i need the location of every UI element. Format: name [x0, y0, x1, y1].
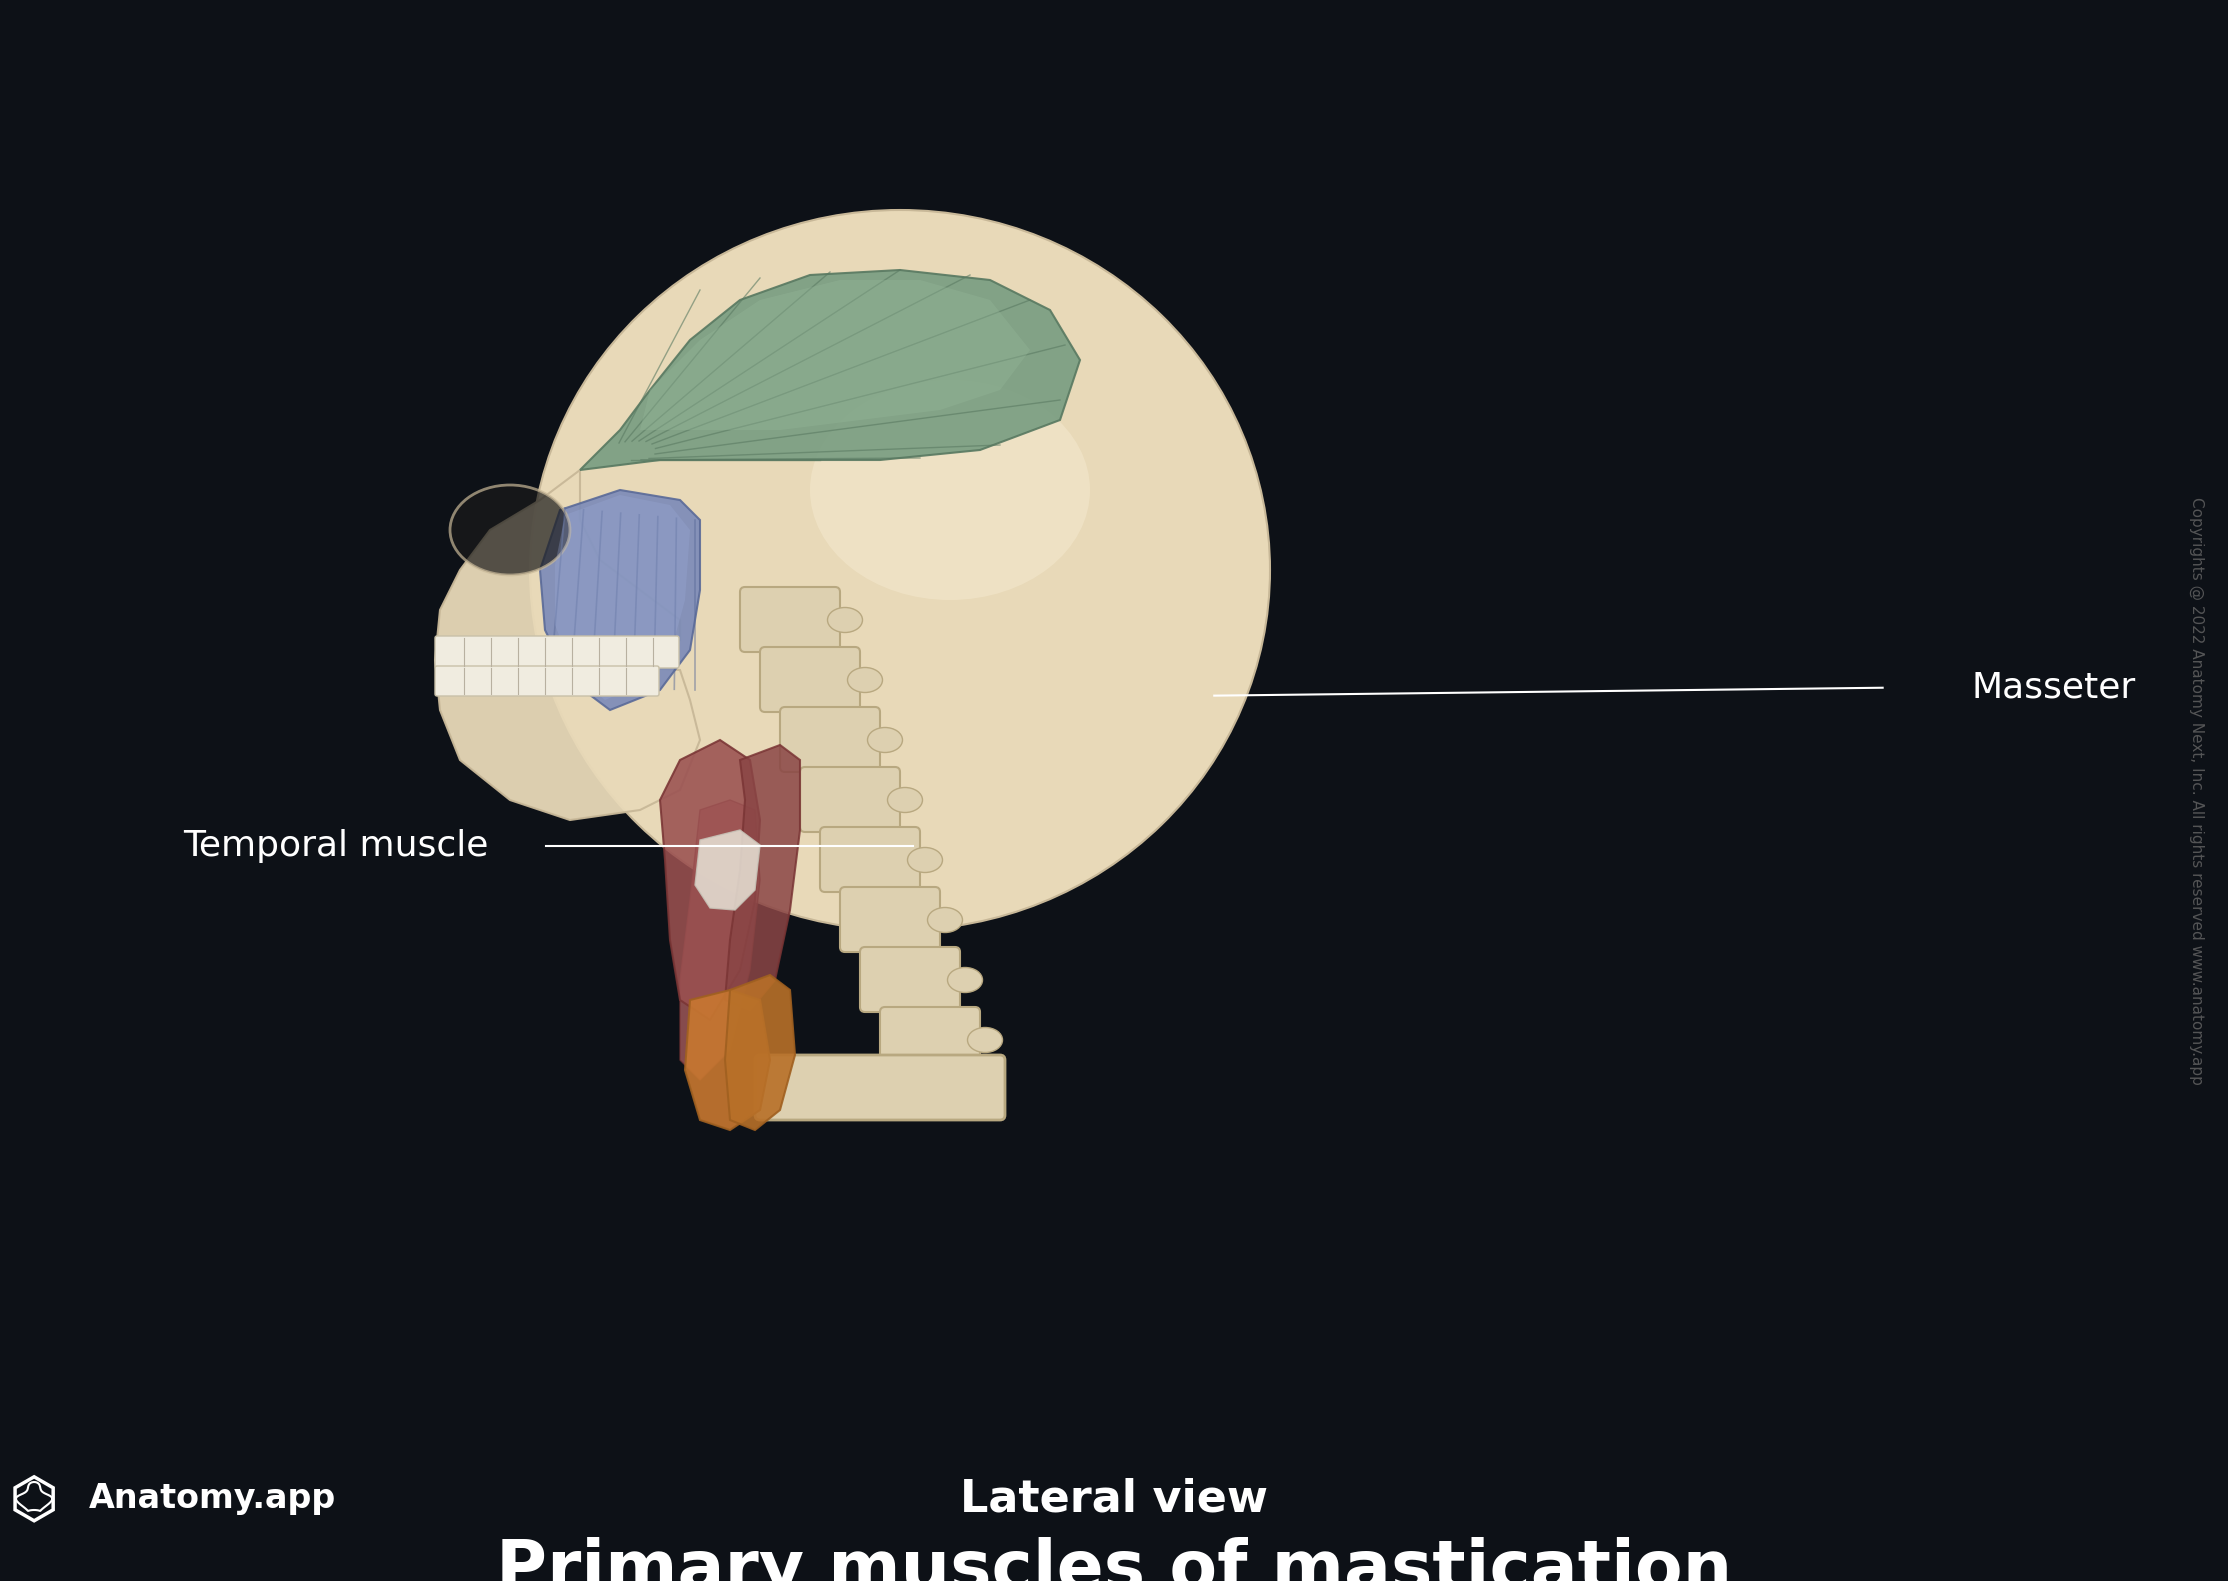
FancyBboxPatch shape [755, 1055, 1005, 1119]
FancyBboxPatch shape [434, 636, 680, 669]
Ellipse shape [927, 907, 962, 933]
Text: Copyrights @ 2022 Anatomy Next, Inc. All rights reserved www.anatomy.app: Copyrights @ 2022 Anatomy Next, Inc. All… [2190, 496, 2203, 1085]
Text: Primary muscles of mastication: Primary muscles of mastication [497, 1537, 1731, 1581]
FancyBboxPatch shape [760, 647, 860, 711]
Polygon shape [539, 490, 700, 710]
FancyBboxPatch shape [434, 666, 659, 696]
Ellipse shape [847, 667, 882, 692]
Ellipse shape [947, 968, 983, 993]
FancyBboxPatch shape [840, 887, 940, 952]
Text: Lateral view: Lateral view [960, 1478, 1268, 1521]
Polygon shape [695, 830, 760, 911]
Ellipse shape [967, 1028, 1003, 1053]
FancyBboxPatch shape [780, 707, 880, 772]
Polygon shape [639, 280, 1029, 430]
FancyBboxPatch shape [820, 827, 920, 892]
Ellipse shape [827, 607, 862, 632]
Polygon shape [434, 470, 700, 821]
Ellipse shape [530, 210, 1270, 930]
Polygon shape [579, 270, 1081, 470]
Polygon shape [555, 495, 691, 700]
Text: Masseter: Masseter [1972, 670, 2137, 705]
Ellipse shape [450, 485, 570, 575]
FancyBboxPatch shape [800, 767, 900, 832]
Polygon shape [684, 990, 771, 1130]
Ellipse shape [811, 379, 1089, 601]
Text: Anatomy.app: Anatomy.app [89, 1483, 336, 1515]
Ellipse shape [887, 787, 922, 813]
FancyBboxPatch shape [740, 587, 840, 651]
Polygon shape [724, 745, 800, 1010]
Polygon shape [680, 800, 760, 1080]
FancyBboxPatch shape [880, 1007, 980, 1072]
FancyBboxPatch shape [860, 947, 960, 1012]
Polygon shape [659, 740, 760, 1020]
Text: Temporal muscle: Temporal muscle [183, 828, 488, 863]
Ellipse shape [867, 727, 902, 753]
Polygon shape [724, 975, 795, 1130]
Ellipse shape [907, 847, 942, 873]
